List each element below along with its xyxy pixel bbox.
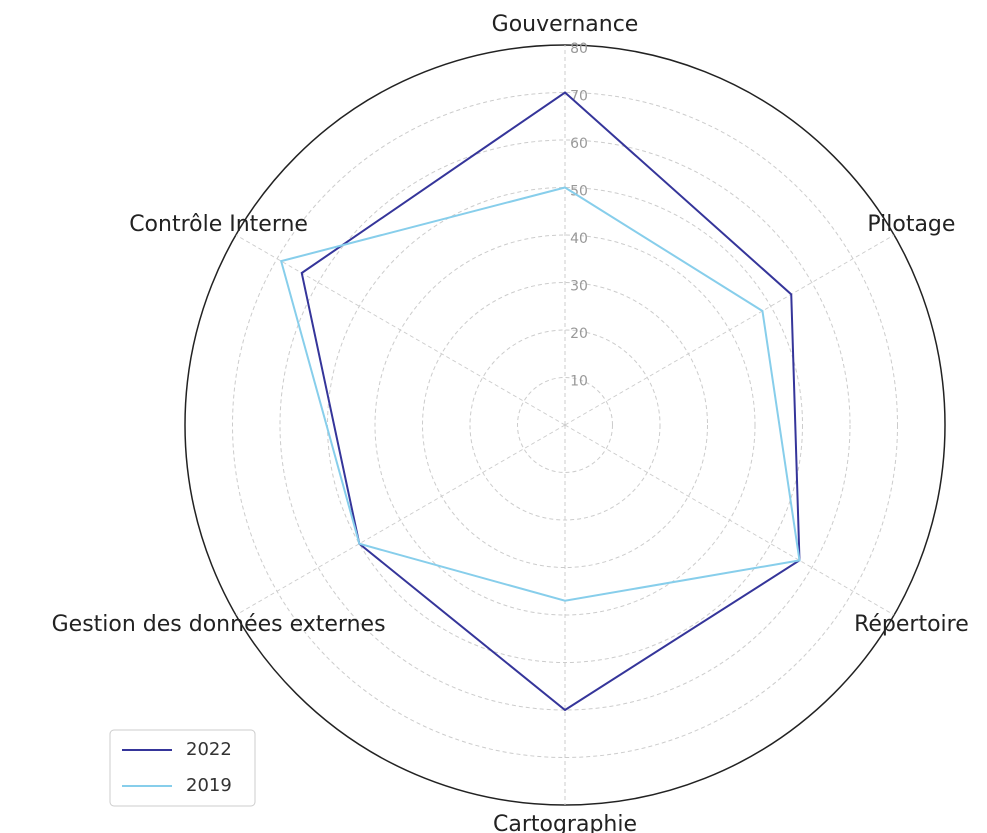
category-label: Gouvernance (492, 12, 639, 37)
category-label: Répertoire (854, 612, 969, 637)
grid-ring (422, 282, 708, 568)
category-label: Gestion des données externes (52, 612, 386, 637)
spoke (564, 234, 895, 426)
tick-label: 80 (570, 41, 588, 57)
tick-label: 20 (570, 326, 588, 342)
series-line (300, 91, 801, 712)
tick-label: 50 (570, 184, 588, 200)
tick-label: 70 (570, 89, 588, 105)
series-line (279, 186, 801, 602)
legend-box (109, 729, 256, 807)
category-label: Cartographie (493, 812, 637, 833)
tick-label: 40 (570, 231, 588, 247)
legend-label: 2019 (186, 775, 232, 796)
spoke (235, 424, 566, 616)
spoke (235, 234, 566, 426)
tick-label: 30 (570, 279, 588, 295)
spoke (564, 424, 895, 616)
category-label: Contrôle Interne (129, 212, 308, 237)
category-label: Pilotage (867, 212, 955, 237)
grid-ring (374, 234, 756, 616)
tick-label: 10 (570, 374, 588, 390)
tick-label: 60 (570, 136, 588, 152)
legend: 2022 2019 (109, 729, 256, 807)
legend-label: 2022 (186, 739, 232, 760)
grid-ring (232, 92, 898, 758)
grid-ring (517, 377, 613, 473)
grid-ring (279, 139, 851, 711)
